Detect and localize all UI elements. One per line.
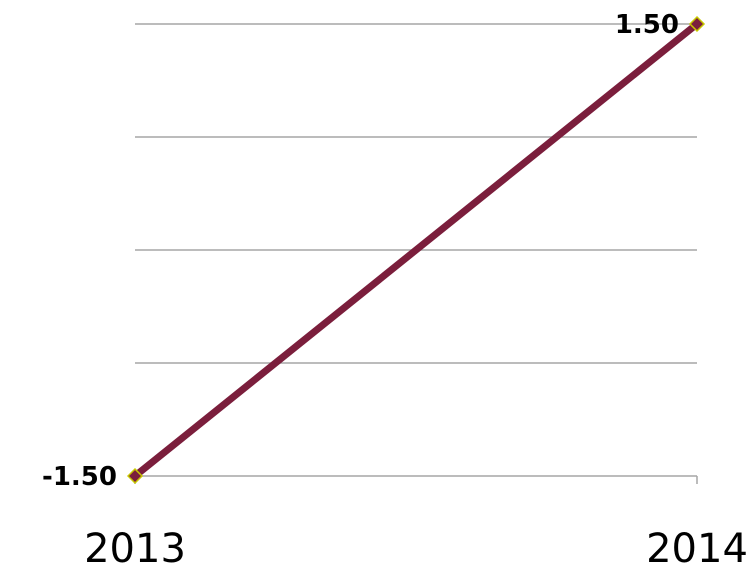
series-line [131, 20, 701, 480]
x-axis-ticks [134, 476, 698, 484]
x-tick-label: 2014 [646, 526, 748, 567]
data-label: -1.50 [42, 462, 117, 492]
x-tick-label: 2013 [84, 526, 186, 567]
data-point-marker [688, 15, 706, 33]
data-point-marker [126, 467, 144, 485]
data-labels: -1.50 1.50 [42, 10, 679, 492]
data-label: 1.50 [615, 10, 679, 40]
series-layer [126, 15, 706, 485]
x-axis-tick-labels: 2013 2014 [84, 526, 748, 567]
